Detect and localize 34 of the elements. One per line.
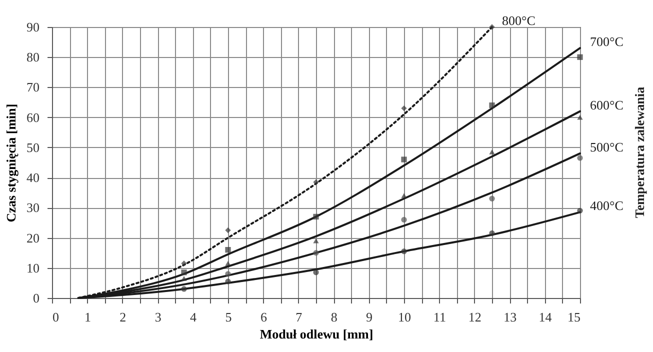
x-tick-label: 1 xyxy=(84,310,91,324)
series-label: 400°C xyxy=(590,198,624,214)
series-label: 700°C xyxy=(590,34,624,50)
x-tick-label: 7 xyxy=(296,310,303,324)
x-axis-title: Moduł odlewu [mm] xyxy=(260,326,374,342)
series-label: 600°C xyxy=(590,97,624,112)
y-tick-label: 30 xyxy=(26,200,40,216)
series-label: 800°C xyxy=(502,13,536,28)
y-axis-title: Czas stygnięcia [min] xyxy=(4,104,18,222)
x-tick-label: 0 xyxy=(52,310,59,324)
x-tick-label: 11 xyxy=(433,310,446,324)
y-tick-label: 40 xyxy=(26,170,40,186)
y-tick-label: 90 xyxy=(26,20,40,34)
x-tick-label: 3 xyxy=(154,310,162,324)
x-tick-label: 14 xyxy=(538,310,552,324)
y-tick-label: 20 xyxy=(26,230,40,246)
x-tick-label: 13 xyxy=(504,310,517,324)
x-tick-label: 9 xyxy=(366,310,373,324)
x-tick-label: 12 xyxy=(468,310,482,324)
x-tick-label: 5 xyxy=(225,310,232,324)
y-tick-label: 60 xyxy=(26,110,40,125)
y-tick-label: 50 xyxy=(26,140,40,155)
legend-title: Temperatura zalewania xyxy=(632,86,647,218)
y-tick-label: 70 xyxy=(26,80,40,95)
y-tick-label: 10 xyxy=(26,260,40,276)
y-tick-label: 80 xyxy=(26,50,40,65)
x-tick-label: 10 xyxy=(398,310,411,324)
series-label: 500°C xyxy=(590,139,624,154)
x-tick-label: 6 xyxy=(260,310,268,324)
x-tick-label: 4 xyxy=(190,310,198,324)
y-tick-label: 0 xyxy=(33,290,40,306)
x-tick-label: 8 xyxy=(330,310,338,324)
x-tick-label: 15 xyxy=(568,310,580,324)
x-tick-label: 2 xyxy=(120,310,126,324)
